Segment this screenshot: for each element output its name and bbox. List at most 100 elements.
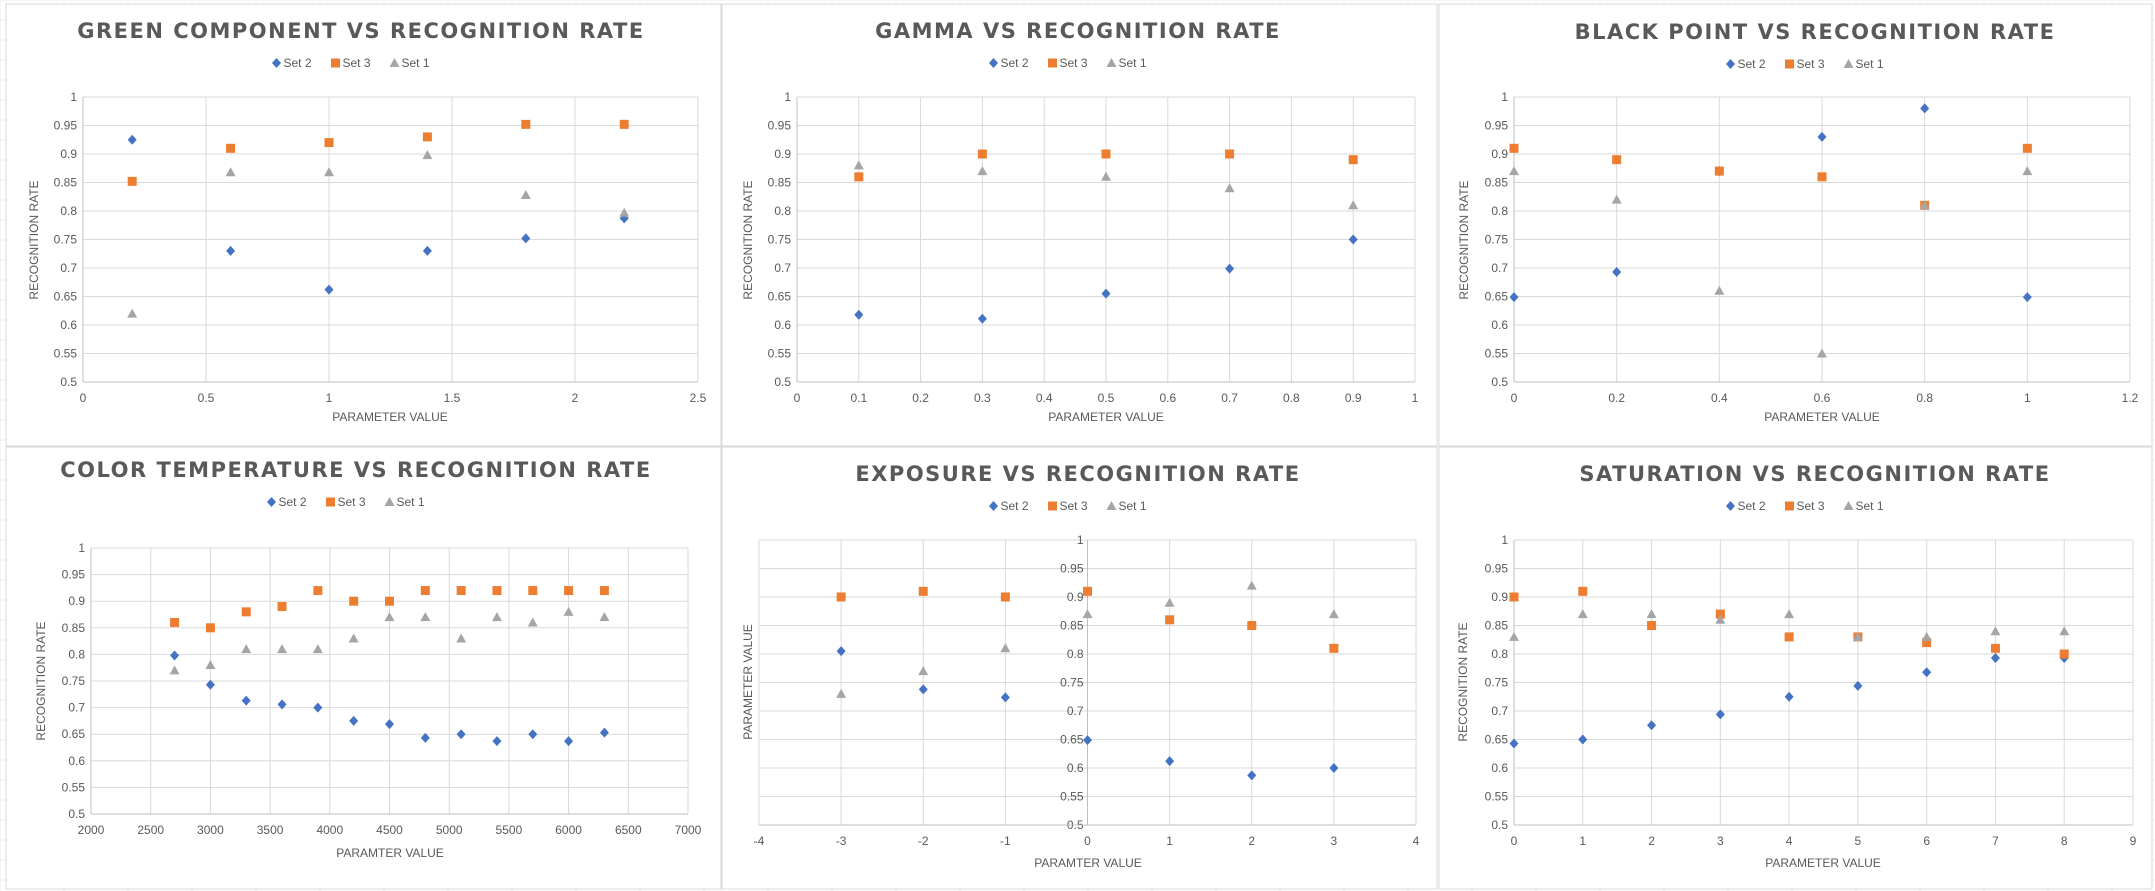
data-point xyxy=(599,612,610,622)
x-axis-title: PARAMETER VALUE xyxy=(332,410,448,424)
data-point xyxy=(1082,609,1093,619)
data-point xyxy=(1225,149,1235,159)
series-set-3 xyxy=(170,586,609,633)
data-point xyxy=(1715,614,1726,624)
legend-label-set-1: Set 1 xyxy=(1119,499,1147,513)
x-tick-label: 7 xyxy=(1992,834,1999,848)
legend-label-set-1: Set 1 xyxy=(1856,499,1884,513)
x-tick-label: 6 xyxy=(1923,834,1930,848)
data-point xyxy=(1990,643,2000,653)
chart-title: GREEN COMPONENT VS RECOGNITION RATE xyxy=(77,19,644,43)
data-point xyxy=(1328,609,1339,619)
y-tick-label: 0.7 xyxy=(68,701,85,715)
data-point xyxy=(324,138,334,148)
x-tick-label: 0.2 xyxy=(912,391,929,405)
y-tick-label: 0.8 xyxy=(68,647,85,661)
data-point xyxy=(1784,632,1794,642)
legend-marker-set-2 xyxy=(267,497,276,507)
data-point xyxy=(1165,615,1175,625)
chart-legend: Set 2 Set 3 Set 1 xyxy=(1726,499,1884,513)
data-point xyxy=(1165,756,1175,767)
x-tick-label: 3 xyxy=(1717,834,1724,848)
data-point xyxy=(1329,643,1339,653)
data-point xyxy=(2022,292,2032,303)
scatter-chart-1[interactable]: GREEN COMPONENT VS RECOGNITION RATE Set 2… xyxy=(5,3,722,447)
chart-area[interactable] xyxy=(5,446,722,890)
data-point xyxy=(977,149,987,159)
data-point xyxy=(205,660,216,670)
data-point xyxy=(313,586,323,596)
chart-area[interactable] xyxy=(721,3,1438,447)
data-point xyxy=(853,160,864,170)
series-set-2 xyxy=(836,646,1339,781)
series-set-3 xyxy=(836,586,1339,653)
y-tick-label: 0.75 xyxy=(1485,233,1509,247)
data-point xyxy=(127,308,138,318)
data-point xyxy=(563,606,574,616)
scatter-chart-4[interactable]: COLOR TEMPERATURE VS RECOGNITION RATE Set… xyxy=(5,446,722,890)
data-point xyxy=(564,586,574,596)
legend-marker-set-2 xyxy=(272,58,281,68)
x-tick-label: 0 xyxy=(1511,834,1518,848)
chart-area[interactable] xyxy=(5,3,722,447)
chart-legend: Set 2 Set 3 Set 1 xyxy=(1726,57,1884,71)
data-point xyxy=(1990,652,2000,663)
data-point xyxy=(2022,143,2032,153)
series-set-3 xyxy=(127,119,629,186)
legend-marker-set-3 xyxy=(331,58,340,68)
y-tick-label: 0.55 xyxy=(1485,790,1509,804)
y-tick-label: 0.65 xyxy=(768,290,792,304)
data-point xyxy=(836,646,846,657)
series-set-1 xyxy=(1509,166,2033,358)
x-tick-label: 1.2 xyxy=(2122,391,2139,405)
data-point xyxy=(205,679,215,690)
y-tick-label: 0.55 xyxy=(768,347,792,361)
y-tick-label: 0.5 xyxy=(60,375,77,389)
y-tick-label: 0.95 xyxy=(1485,119,1509,133)
y-tick-label: 0.95 xyxy=(54,119,78,133)
x-tick-label: 0 xyxy=(794,391,801,405)
data-point xyxy=(836,688,847,698)
x-tick-label: 1 xyxy=(1166,834,1173,848)
y-tick-label: 0.65 xyxy=(62,727,86,741)
y-tick-label: 0.7 xyxy=(1491,261,1508,275)
x-tick-label: 7000 xyxy=(675,823,702,837)
data-point xyxy=(420,612,431,622)
data-point xyxy=(528,729,538,740)
data-point xyxy=(491,612,502,622)
data-point xyxy=(1714,285,1725,295)
x-tick-label: 1.5 xyxy=(444,391,461,405)
data-point xyxy=(521,233,531,244)
x-axis-title: PARAMETER VALUE xyxy=(1764,410,1880,424)
x-tick-label: 0.4 xyxy=(1036,391,1053,405)
y-tick-label: 0.55 xyxy=(62,780,86,794)
legend-marker-set-2 xyxy=(989,501,998,511)
scatter-chart-6[interactable]: SATURATION VS RECOGNITION RATE Set 2 Set 3… xyxy=(1438,446,2153,890)
chart-title: COLOR TEMPERATURE VS RECOGNITION RATE xyxy=(60,458,651,482)
data-point xyxy=(1164,597,1175,607)
data-point xyxy=(1225,263,1235,274)
x-tick-label: 0.8 xyxy=(1283,391,1300,405)
data-point xyxy=(170,617,180,627)
x-tick-label: 0.6 xyxy=(1814,391,1831,405)
legend-label-set-3: Set 3 xyxy=(343,56,371,70)
chart-area[interactable] xyxy=(1438,446,2153,890)
data-point xyxy=(918,684,928,695)
data-point xyxy=(456,586,466,596)
data-point xyxy=(277,699,287,710)
y-axis-title: RECOGNITION RATE xyxy=(27,180,41,299)
data-point xyxy=(277,644,288,654)
x-tick-label: 2 xyxy=(1248,834,1255,848)
data-point xyxy=(492,736,502,747)
series-set-1 xyxy=(1509,609,2070,641)
data-point xyxy=(1853,680,1863,691)
legend-marker-set-3 xyxy=(1785,501,1794,511)
data-point xyxy=(324,284,334,295)
y-tick-label: 0.6 xyxy=(774,318,791,332)
legend-label-set-3: Set 3 xyxy=(1060,499,1088,513)
scatter-chart-2[interactable]: GAMMA VS RECOGNITION RATE Set 2 Set 3 Set 1… xyxy=(721,3,1438,447)
y-tick-label: 0.65 xyxy=(1485,733,1509,747)
chart-area[interactable] xyxy=(1438,3,2153,447)
